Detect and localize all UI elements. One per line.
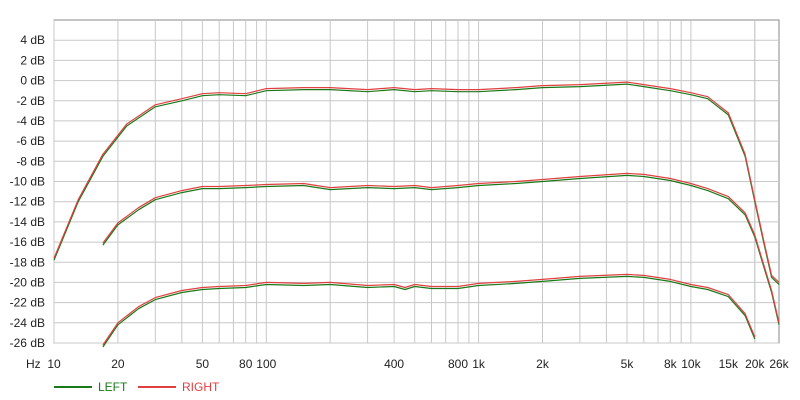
y-tick-label: -22 dB [10, 296, 45, 310]
y-tick-label: -12 dB [10, 195, 45, 209]
y-tick-label: 2 dB [20, 53, 45, 67]
y-tick-label: -8 dB [16, 154, 45, 168]
x-tick-label: 1k [472, 357, 486, 371]
x-tick-label: 8k [664, 357, 678, 371]
x-tick-label: 100 [256, 357, 276, 371]
major-grid [54, 39, 779, 344]
y-tick-label: 0 dB [20, 74, 45, 88]
x-tick-label: 10 [47, 357, 61, 371]
y-tick-label: -4 dB [16, 114, 45, 128]
series-layer [53, 81, 780, 348]
x-tick-label: 15k [719, 357, 739, 371]
y-tick-label: -6 dB [16, 134, 45, 148]
legend-label-right: RIGHT [182, 380, 220, 394]
x-unit-label: Hz [26, 357, 41, 371]
x-tick-label: 10k [681, 357, 701, 371]
y-tick-label: -20 dB [10, 275, 45, 289]
x-tick-label: 20k [745, 357, 765, 371]
x-tick-label: 400 [384, 357, 404, 371]
legend: LEFT RIGHT [54, 380, 220, 394]
series-line-left-bottom [102, 275, 756, 348]
x-tick-label: 2k [536, 357, 550, 371]
y-tick-label: -2 dB [16, 94, 45, 108]
y-tick-label: -26 dB [10, 336, 45, 350]
x-tick-label: 50 [196, 357, 210, 371]
series-line-left-top [53, 83, 780, 285]
y-tick-label: -16 dB [10, 235, 45, 249]
x-tick-label: 20 [111, 357, 125, 371]
y-axis-ticks: 4 dB 2 dB 0 dB -2 dB -4 dB -6 dB -8 dB -10 dB -1… [10, 33, 45, 350]
y-tick-label: -14 dB [10, 215, 45, 229]
series-line-right-top [53, 81, 780, 283]
x-tick-label: 80 [239, 357, 253, 371]
x-axis-ticks: 10 20 50 80 100 400 800 1k 2k 5k 8k 10k 15k 20k 26k [47, 357, 789, 371]
series-line-left-middle [102, 174, 780, 325]
y-tick-label: -24 dB [10, 316, 45, 330]
y-tick-label: -18 dB [10, 255, 45, 269]
series-line-right-bottom [102, 273, 756, 346]
x-tick-label: 5k [621, 357, 635, 371]
series-line-right-middle [102, 172, 780, 323]
legend-label-left: LEFT [98, 380, 128, 394]
y-tick-label: -10 dB [10, 175, 45, 189]
x-tick-label: 26k [769, 357, 789, 371]
x-tick-label: 800 [448, 357, 468, 371]
y-tick-label: 4 dB [20, 33, 45, 47]
